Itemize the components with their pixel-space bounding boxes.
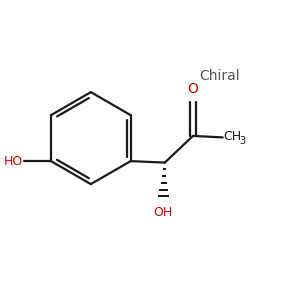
Text: Chiral: Chiral	[200, 69, 240, 83]
Text: OH: OH	[154, 206, 173, 219]
Text: CH: CH	[224, 130, 242, 143]
Text: 3: 3	[239, 136, 246, 146]
Text: O: O	[188, 82, 198, 96]
Text: HO: HO	[4, 154, 23, 168]
